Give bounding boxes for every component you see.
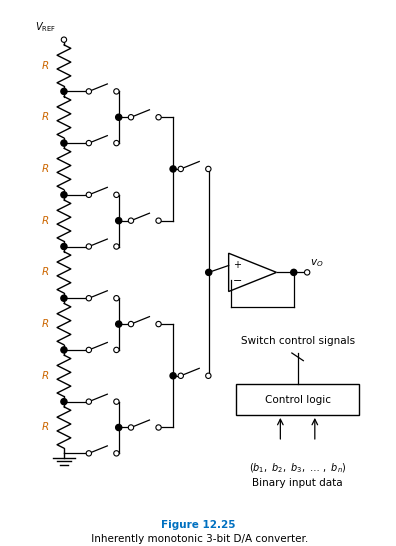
Circle shape xyxy=(86,347,91,353)
Circle shape xyxy=(114,450,119,456)
Circle shape xyxy=(116,321,122,327)
Text: +: + xyxy=(233,260,241,270)
Circle shape xyxy=(291,269,297,275)
Text: $V_{\mathrm{REF}}$: $V_{\mathrm{REF}}$ xyxy=(35,20,56,34)
Circle shape xyxy=(86,450,91,456)
Circle shape xyxy=(114,140,119,146)
Circle shape xyxy=(156,425,161,430)
Circle shape xyxy=(156,322,161,327)
Circle shape xyxy=(86,295,91,301)
Circle shape xyxy=(114,399,119,405)
Text: Figure 12.25: Figure 12.25 xyxy=(161,520,235,530)
Circle shape xyxy=(86,140,91,146)
Circle shape xyxy=(61,37,67,43)
Circle shape xyxy=(178,373,183,378)
Circle shape xyxy=(128,322,134,327)
Text: $(b_1,\ b_2,\ b_3,\ \ldots\ ,\ b_n)$: $(b_1,\ b_2,\ b_3,\ \ldots\ ,\ b_n)$ xyxy=(249,461,346,474)
Text: R: R xyxy=(42,268,50,277)
Text: $v_O$: $v_O$ xyxy=(310,258,324,269)
Circle shape xyxy=(128,115,134,120)
Circle shape xyxy=(114,88,119,94)
Circle shape xyxy=(61,244,67,250)
Circle shape xyxy=(206,167,211,171)
Bar xyxy=(236,384,359,415)
Circle shape xyxy=(114,347,119,353)
Text: R: R xyxy=(42,423,50,432)
Circle shape xyxy=(128,425,134,430)
Circle shape xyxy=(156,218,161,223)
Circle shape xyxy=(116,424,122,431)
Circle shape xyxy=(86,192,91,198)
Circle shape xyxy=(86,244,91,249)
Circle shape xyxy=(86,88,91,94)
Circle shape xyxy=(61,140,67,146)
Text: R: R xyxy=(42,112,50,122)
Circle shape xyxy=(114,244,119,249)
Circle shape xyxy=(206,373,211,378)
Circle shape xyxy=(170,373,176,379)
Circle shape xyxy=(114,295,119,301)
Text: −: − xyxy=(233,276,243,286)
Circle shape xyxy=(114,192,119,198)
Circle shape xyxy=(61,347,67,353)
Circle shape xyxy=(61,295,67,301)
Circle shape xyxy=(206,269,212,275)
Text: R: R xyxy=(42,319,50,329)
Text: Binary input data: Binary input data xyxy=(252,478,343,488)
Circle shape xyxy=(61,88,67,94)
Text: Control logic: Control logic xyxy=(265,395,331,405)
Circle shape xyxy=(116,114,122,120)
Text: R: R xyxy=(42,164,50,174)
Circle shape xyxy=(305,270,310,275)
Circle shape xyxy=(178,167,183,171)
Text: R: R xyxy=(42,371,50,381)
Circle shape xyxy=(128,218,134,223)
Text: R: R xyxy=(42,61,50,70)
Text: Inherently monotonic 3-bit D/A converter.: Inherently monotonic 3-bit D/A converter… xyxy=(88,534,308,544)
Circle shape xyxy=(170,166,176,172)
Circle shape xyxy=(61,399,67,405)
Text: Switch control signals: Switch control signals xyxy=(240,336,355,346)
Circle shape xyxy=(156,115,161,120)
Circle shape xyxy=(86,399,91,405)
Circle shape xyxy=(61,192,67,198)
Text: R: R xyxy=(42,216,50,225)
Circle shape xyxy=(116,218,122,224)
